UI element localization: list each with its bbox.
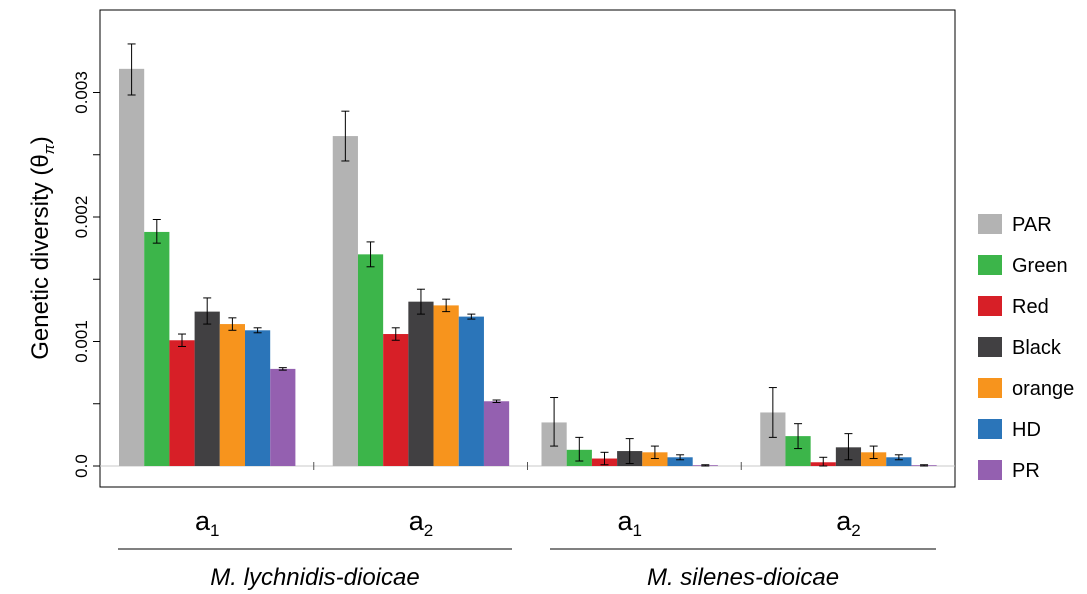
- y-axis-label-close: ): [27, 136, 54, 144]
- bar: [861, 452, 887, 466]
- legend-label: HD: [1012, 419, 1041, 441]
- y-tick-label: 0.0: [72, 454, 91, 478]
- bar: [642, 452, 668, 466]
- error-bars-layer: [127, 43, 929, 467]
- bar: [119, 68, 145, 466]
- bar: [433, 305, 459, 466]
- legend-label: Black: [1012, 337, 1062, 359]
- legend-swatch: [978, 460, 1002, 480]
- x-tick-label: a1: [195, 506, 220, 540]
- group-label: M. silenes-dioicae: [647, 564, 839, 591]
- bar: [270, 368, 296, 466]
- y-tick-label: 0.001: [72, 320, 91, 363]
- legend-swatch: [978, 419, 1002, 439]
- group-label: M. lychnidis-dioicae: [210, 564, 419, 591]
- legend-swatch: [978, 255, 1002, 275]
- bar: [667, 457, 693, 466]
- legend-label: orange: [1012, 378, 1074, 400]
- legend-label: Green: [1012, 255, 1068, 277]
- bar: [357, 254, 384, 466]
- x-tick-label: a2: [409, 506, 434, 540]
- x-tick-label: a1: [617, 506, 642, 540]
- bar: [332, 136, 358, 466]
- x-tick-label: a2: [836, 506, 861, 540]
- bar: [169, 340, 195, 466]
- legend-label: Red: [1012, 296, 1049, 318]
- legend: PAR Green Red Black orange HD PR: [978, 214, 1074, 482]
- bar: [483, 401, 510, 466]
- group-labels: M. lychnidis-dioicae M. silenes-dioicae: [118, 548, 936, 591]
- bar: [408, 301, 434, 466]
- y-tick-label: 0.002: [72, 196, 91, 239]
- bars-layer: [119, 68, 937, 466]
- bar: [383, 334, 409, 466]
- legend-swatch: [978, 214, 1002, 234]
- bar: [144, 231, 170, 466]
- y-axis: 0.0 0.001 0.002 0.003: [72, 71, 100, 478]
- legend-swatch: [978, 296, 1002, 316]
- legend-label: PAR: [1012, 214, 1052, 236]
- bar: [219, 324, 245, 466]
- y-axis-label-main: Genetic diversity (θ: [27, 154, 54, 359]
- plot-frame: [99, 9, 956, 488]
- legend-label: PR: [1012, 460, 1040, 482]
- legend-swatch: [978, 337, 1002, 357]
- bar: [245, 330, 271, 466]
- y-tick-label: 0.003: [72, 71, 91, 114]
- y-axis-label: Genetic diversity (θπ): [27, 136, 58, 359]
- bar: [458, 316, 484, 466]
- legend-swatch: [978, 378, 1002, 398]
- y-axis-label-sub: π: [41, 143, 58, 154]
- bar: [194, 311, 220, 466]
- x-axis: a1 a2 a1 a2: [195, 462, 861, 540]
- bar: [886, 457, 912, 466]
